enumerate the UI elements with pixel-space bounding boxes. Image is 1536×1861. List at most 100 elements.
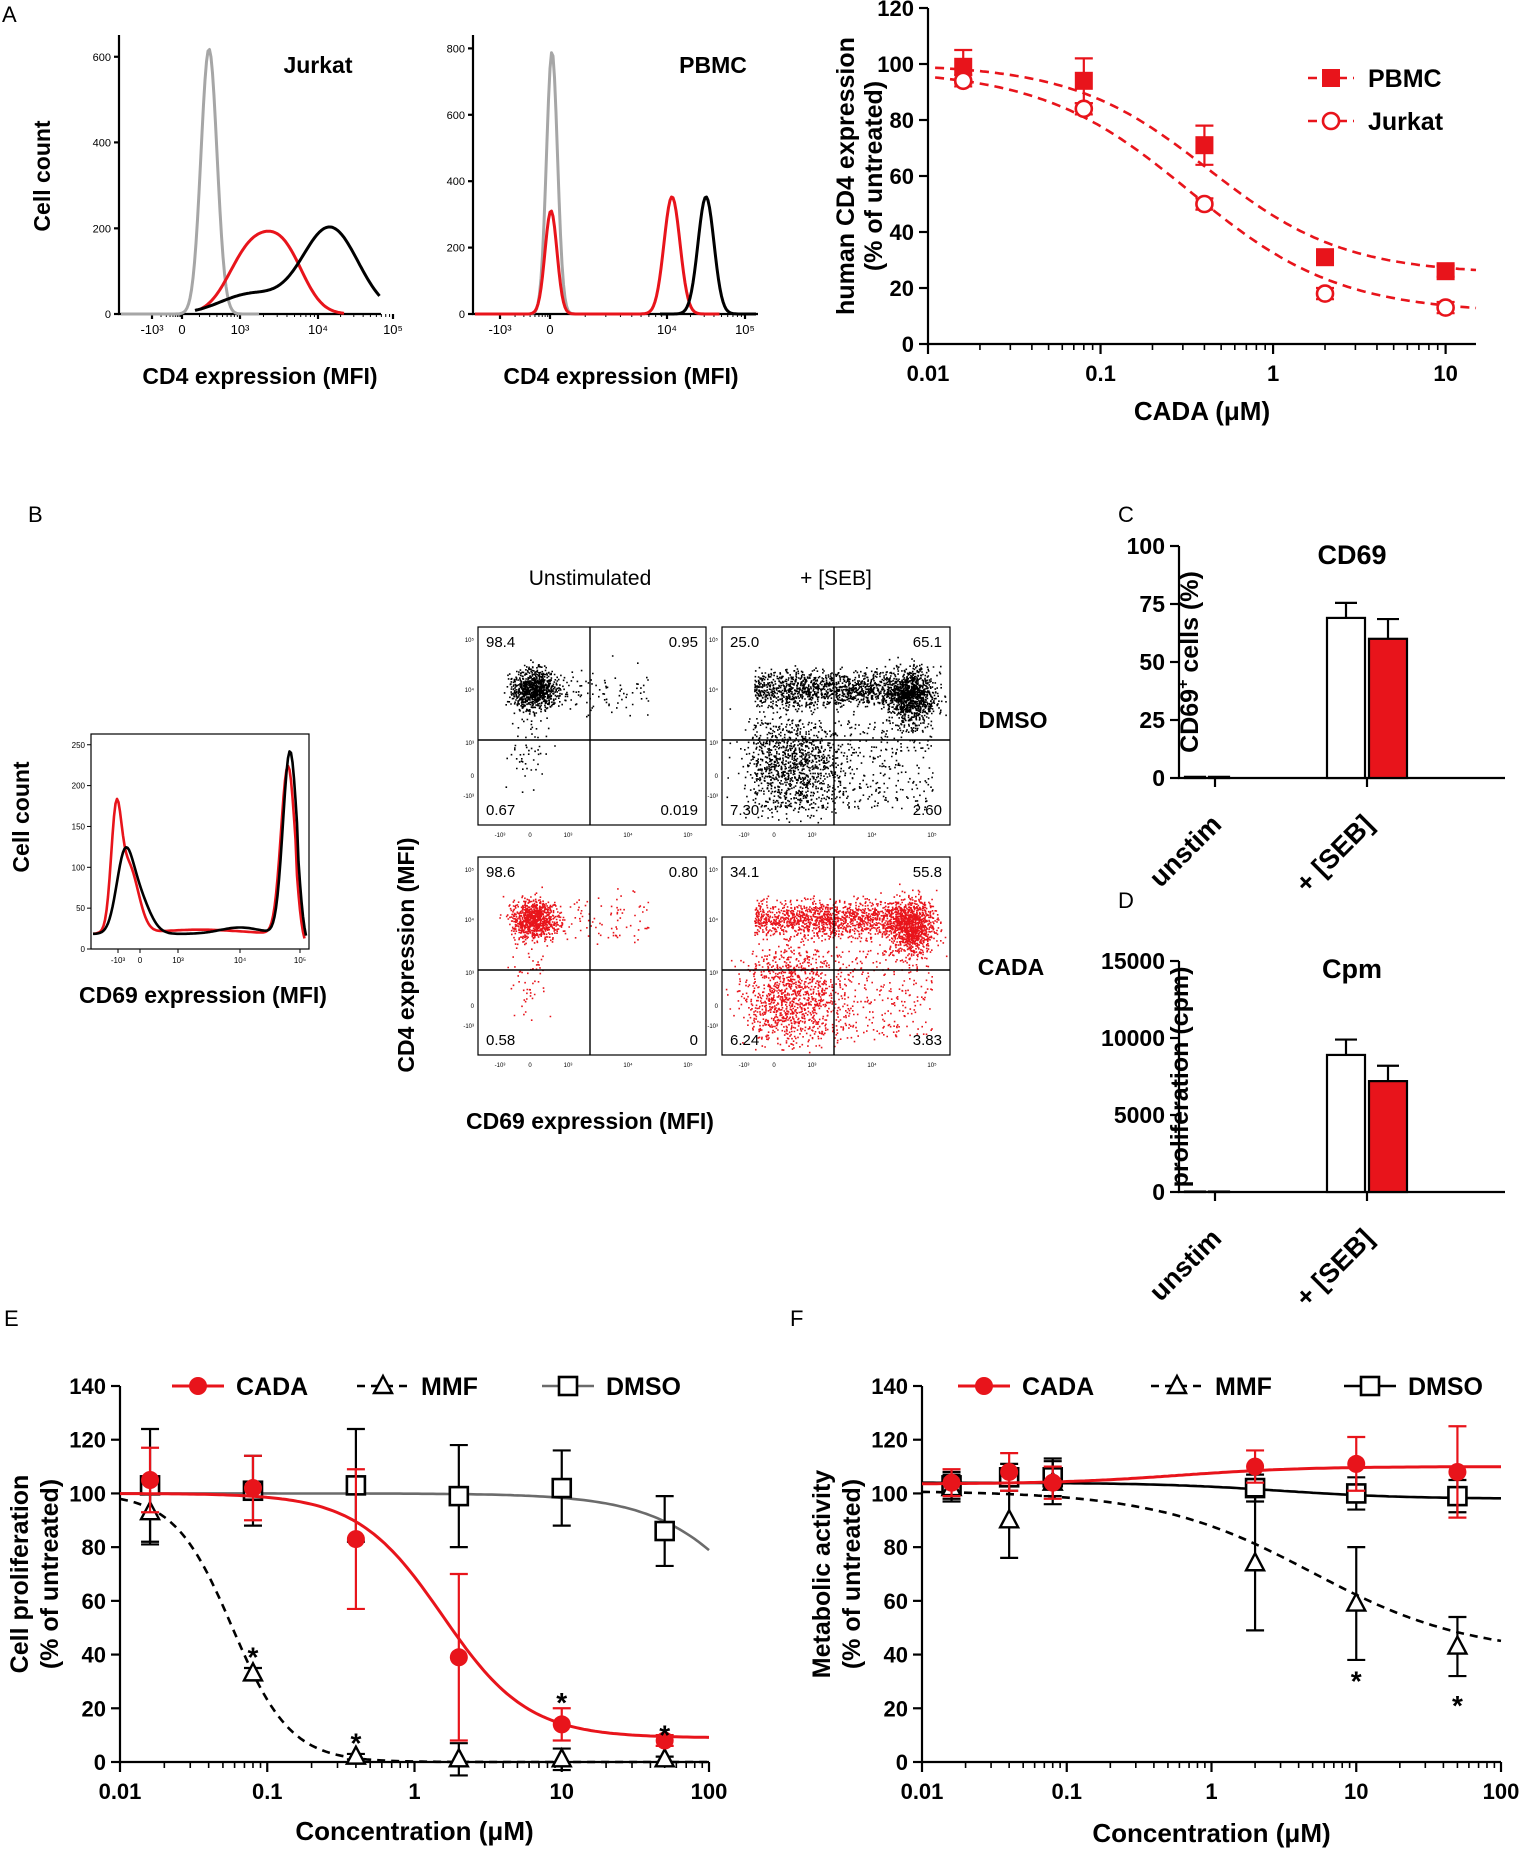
x-tick-label: 100 <box>691 1779 728 1804</box>
panel-label-d: D <box>1118 888 1134 913</box>
y-axis-label: Cell proliferation <box>6 1475 34 1674</box>
x-tick-label: -10³ <box>495 1063 506 1069</box>
x-tick-label: 10⁴ <box>867 1062 877 1069</box>
plot-frame <box>721 626 951 826</box>
point-MMF <box>550 1746 573 1768</box>
y-tick-label: 120 <box>871 1428 908 1453</box>
quadrant-value: 0.58 <box>486 1032 515 1049</box>
scatter-dots <box>503 655 650 793</box>
y-tick-label: 200 <box>72 782 86 791</box>
significance-star: * <box>1351 1666 1362 1697</box>
point-CADA <box>1043 1473 1062 1492</box>
y-tick-label: 140 <box>69 1374 106 1399</box>
y-tick-label: 250 <box>72 741 86 750</box>
y-tick-label: 0 <box>471 1004 475 1010</box>
y-tick-label: 0 <box>459 309 465 321</box>
y-tick-label: 0 <box>1152 765 1165 791</box>
y-tick-label: 800 <box>447 43 465 55</box>
point-PBMC <box>954 57 973 76</box>
legend-marker-DMSO <box>1359 1375 1381 1397</box>
quadrant-value: 0.67 <box>486 802 515 819</box>
x-tick-label: 0 <box>772 833 776 839</box>
y-tick-label: 120 <box>877 0 914 21</box>
hist-title: PBMC <box>679 52 747 78</box>
y-tick-label: -10³ <box>463 794 474 800</box>
y-tick-label: 80 <box>884 1535 908 1560</box>
legend-marker-DMSO <box>557 1375 579 1397</box>
chart-a-pbmc-histogram: 0 200 400 600 800 -10³ 0 10⁴ 10⁵ PBMC CD4 expressi… <box>447 35 758 389</box>
x-tick-label: 10⁴ <box>623 832 633 839</box>
x-axis-label: Concentration (μM) <box>1092 1818 1330 1848</box>
point-Jurkat <box>1195 194 1214 214</box>
x-tick-label: 10 <box>1433 361 1457 386</box>
x-tick-label: 100 <box>1483 1779 1520 1804</box>
legend-marker-Jurkat <box>1321 111 1341 131</box>
x-tick-label: unstim <box>1143 1223 1227 1307</box>
y-axis-label: Metabolic activity <box>808 1470 836 1678</box>
x-tick-label: 10³ <box>564 833 573 839</box>
plot-frame <box>90 733 310 950</box>
y-tick-label: 100 <box>1127 533 1165 559</box>
plot-frame <box>721 856 951 1056</box>
chart-a-dose-response: 0 20 40 60 80 100 120 0.01 0.1 1 10 CADA (μM) human … <box>832 0 1477 426</box>
y-tick-label: 0 <box>471 774 475 780</box>
y-tick-label: 10³ <box>465 971 474 977</box>
y-axis-label: CD4 expression (MFI) <box>393 837 419 1072</box>
y-tick-label: 10³ <box>709 971 718 977</box>
x-tick-label: 10⁴ <box>308 322 328 337</box>
legend-marker-CADA <box>189 1377 207 1395</box>
y-tick-label: -10³ <box>463 1024 474 1030</box>
significance-star: * <box>350 1728 361 1759</box>
x-tick-label: 10³ <box>808 833 817 839</box>
point-CADA <box>243 1479 262 1498</box>
significance-star: * <box>248 1642 259 1673</box>
point-CADA <box>655 1731 674 1750</box>
chart-d-cpm-bars: 0 5000 10000 15000 Cpm unstim + [SEB] prolifera… <box>1101 948 1505 1313</box>
fit-curve-DMSO <box>120 1492 710 1552</box>
point-DMSO <box>448 1485 470 1507</box>
axis-lines <box>926 8 1476 346</box>
panel-label-f: F <box>790 1306 803 1331</box>
y-tick-label: 20 <box>82 1696 106 1721</box>
y-tick-label: 600 <box>93 52 111 64</box>
series-unstained <box>475 51 600 316</box>
chart-a-jurkat-histogram: 0 200 400 600 -10³ 0 10³ 10⁴ 10⁵ Jurkat CD4 expres… <box>29 35 403 389</box>
y-tick-label: 200 <box>447 243 465 255</box>
bar-CADA-+ [SEB] <box>1367 1080 1409 1194</box>
quadrant-value: 0.019 <box>660 802 698 819</box>
point-DMSO <box>654 1520 675 1542</box>
point-MMF <box>241 1660 264 1682</box>
fit-curve-MMF <box>922 1490 1502 1643</box>
legend-label-DMSO: DMSO <box>1408 1373 1483 1401</box>
y-tick-label: 200 <box>93 223 111 235</box>
x-tick-label: 10⁵ <box>927 1062 937 1069</box>
x-tick-label: 10³ <box>808 1063 817 1069</box>
fit-curve-PBMC <box>935 66 1477 272</box>
y-tick-label: 20 <box>890 276 914 301</box>
y-tick-label: 80 <box>890 108 914 133</box>
y-tick-label: 150 <box>72 822 86 831</box>
y-tick-label: 0 <box>1152 1179 1165 1205</box>
x-tick-label: + [SEB] <box>1290 809 1380 899</box>
x-tick-label: 0.1 <box>252 1779 283 1804</box>
x-tick-label: 10⁴ <box>867 832 877 839</box>
plot-frame <box>477 856 707 1056</box>
x-tick-label: 1 <box>408 1779 420 1804</box>
y-tick-label: 100 <box>69 1481 106 1506</box>
series-CADA <box>199 229 345 315</box>
y-axis-label: Cell count <box>8 761 34 873</box>
y-tick-label: 400 <box>93 137 111 149</box>
legend-label-Jurkat: Jurkat <box>1368 108 1444 136</box>
quadrant-value: 98.4 <box>486 634 515 651</box>
x-tick-label: 10⁴ <box>234 956 247 965</box>
x-tick-label: 0 <box>528 1063 532 1069</box>
point-PBMC <box>1074 71 1093 90</box>
x-tick-label: 0 <box>138 956 143 965</box>
y-axis-label-2: (% of untreated) <box>838 1479 866 1669</box>
series-DMSO <box>93 750 308 936</box>
y-tick-label: 60 <box>890 164 914 189</box>
fit-curve-CADA <box>922 1465 1501 1486</box>
panel-label-a: A <box>2 2 17 27</box>
legend-label-DMSO: DMSO <box>606 1373 681 1401</box>
x-tick-label: 10⁴ <box>623 1062 633 1069</box>
